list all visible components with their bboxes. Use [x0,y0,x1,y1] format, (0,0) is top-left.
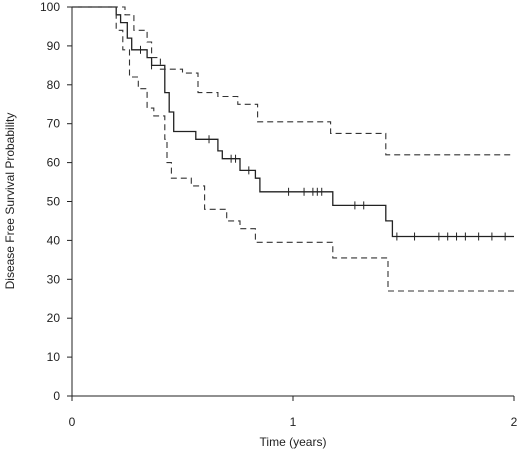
y-tick-label: 20 [47,311,61,325]
y-tick-label: 80 [47,78,61,92]
axis-ticks: 0 10 20 30 40 50 60 70 80 90 100 0 1 2 [40,0,518,429]
censor-marks [140,45,506,241]
y-axis-title: Disease Free Survival Probability [3,113,17,290]
y-tick-label: 0 [53,389,60,403]
y-tick-label: 10 [47,350,61,364]
x-tick-label: 0 [69,415,76,429]
y-tick-label: 90 [47,39,61,53]
survival-estimate-line [72,6,514,238]
y-tick-label: 50 [47,195,61,209]
axes [71,7,514,397]
y-tick-label: 60 [47,156,61,170]
y-tick-label: 30 [47,272,61,286]
y-tick-label: 40 [47,233,61,247]
x-axis-title: Time (years) [260,435,327,449]
x-tick-label: 1 [290,415,297,429]
y-tick-label: 70 [47,117,61,131]
confidence-bound-line [72,6,514,292]
series-lines [72,6,514,292]
confidence-bound-line [72,6,514,156]
x-tick-label: 2 [511,415,518,429]
y-tick-label: 100 [40,0,60,14]
